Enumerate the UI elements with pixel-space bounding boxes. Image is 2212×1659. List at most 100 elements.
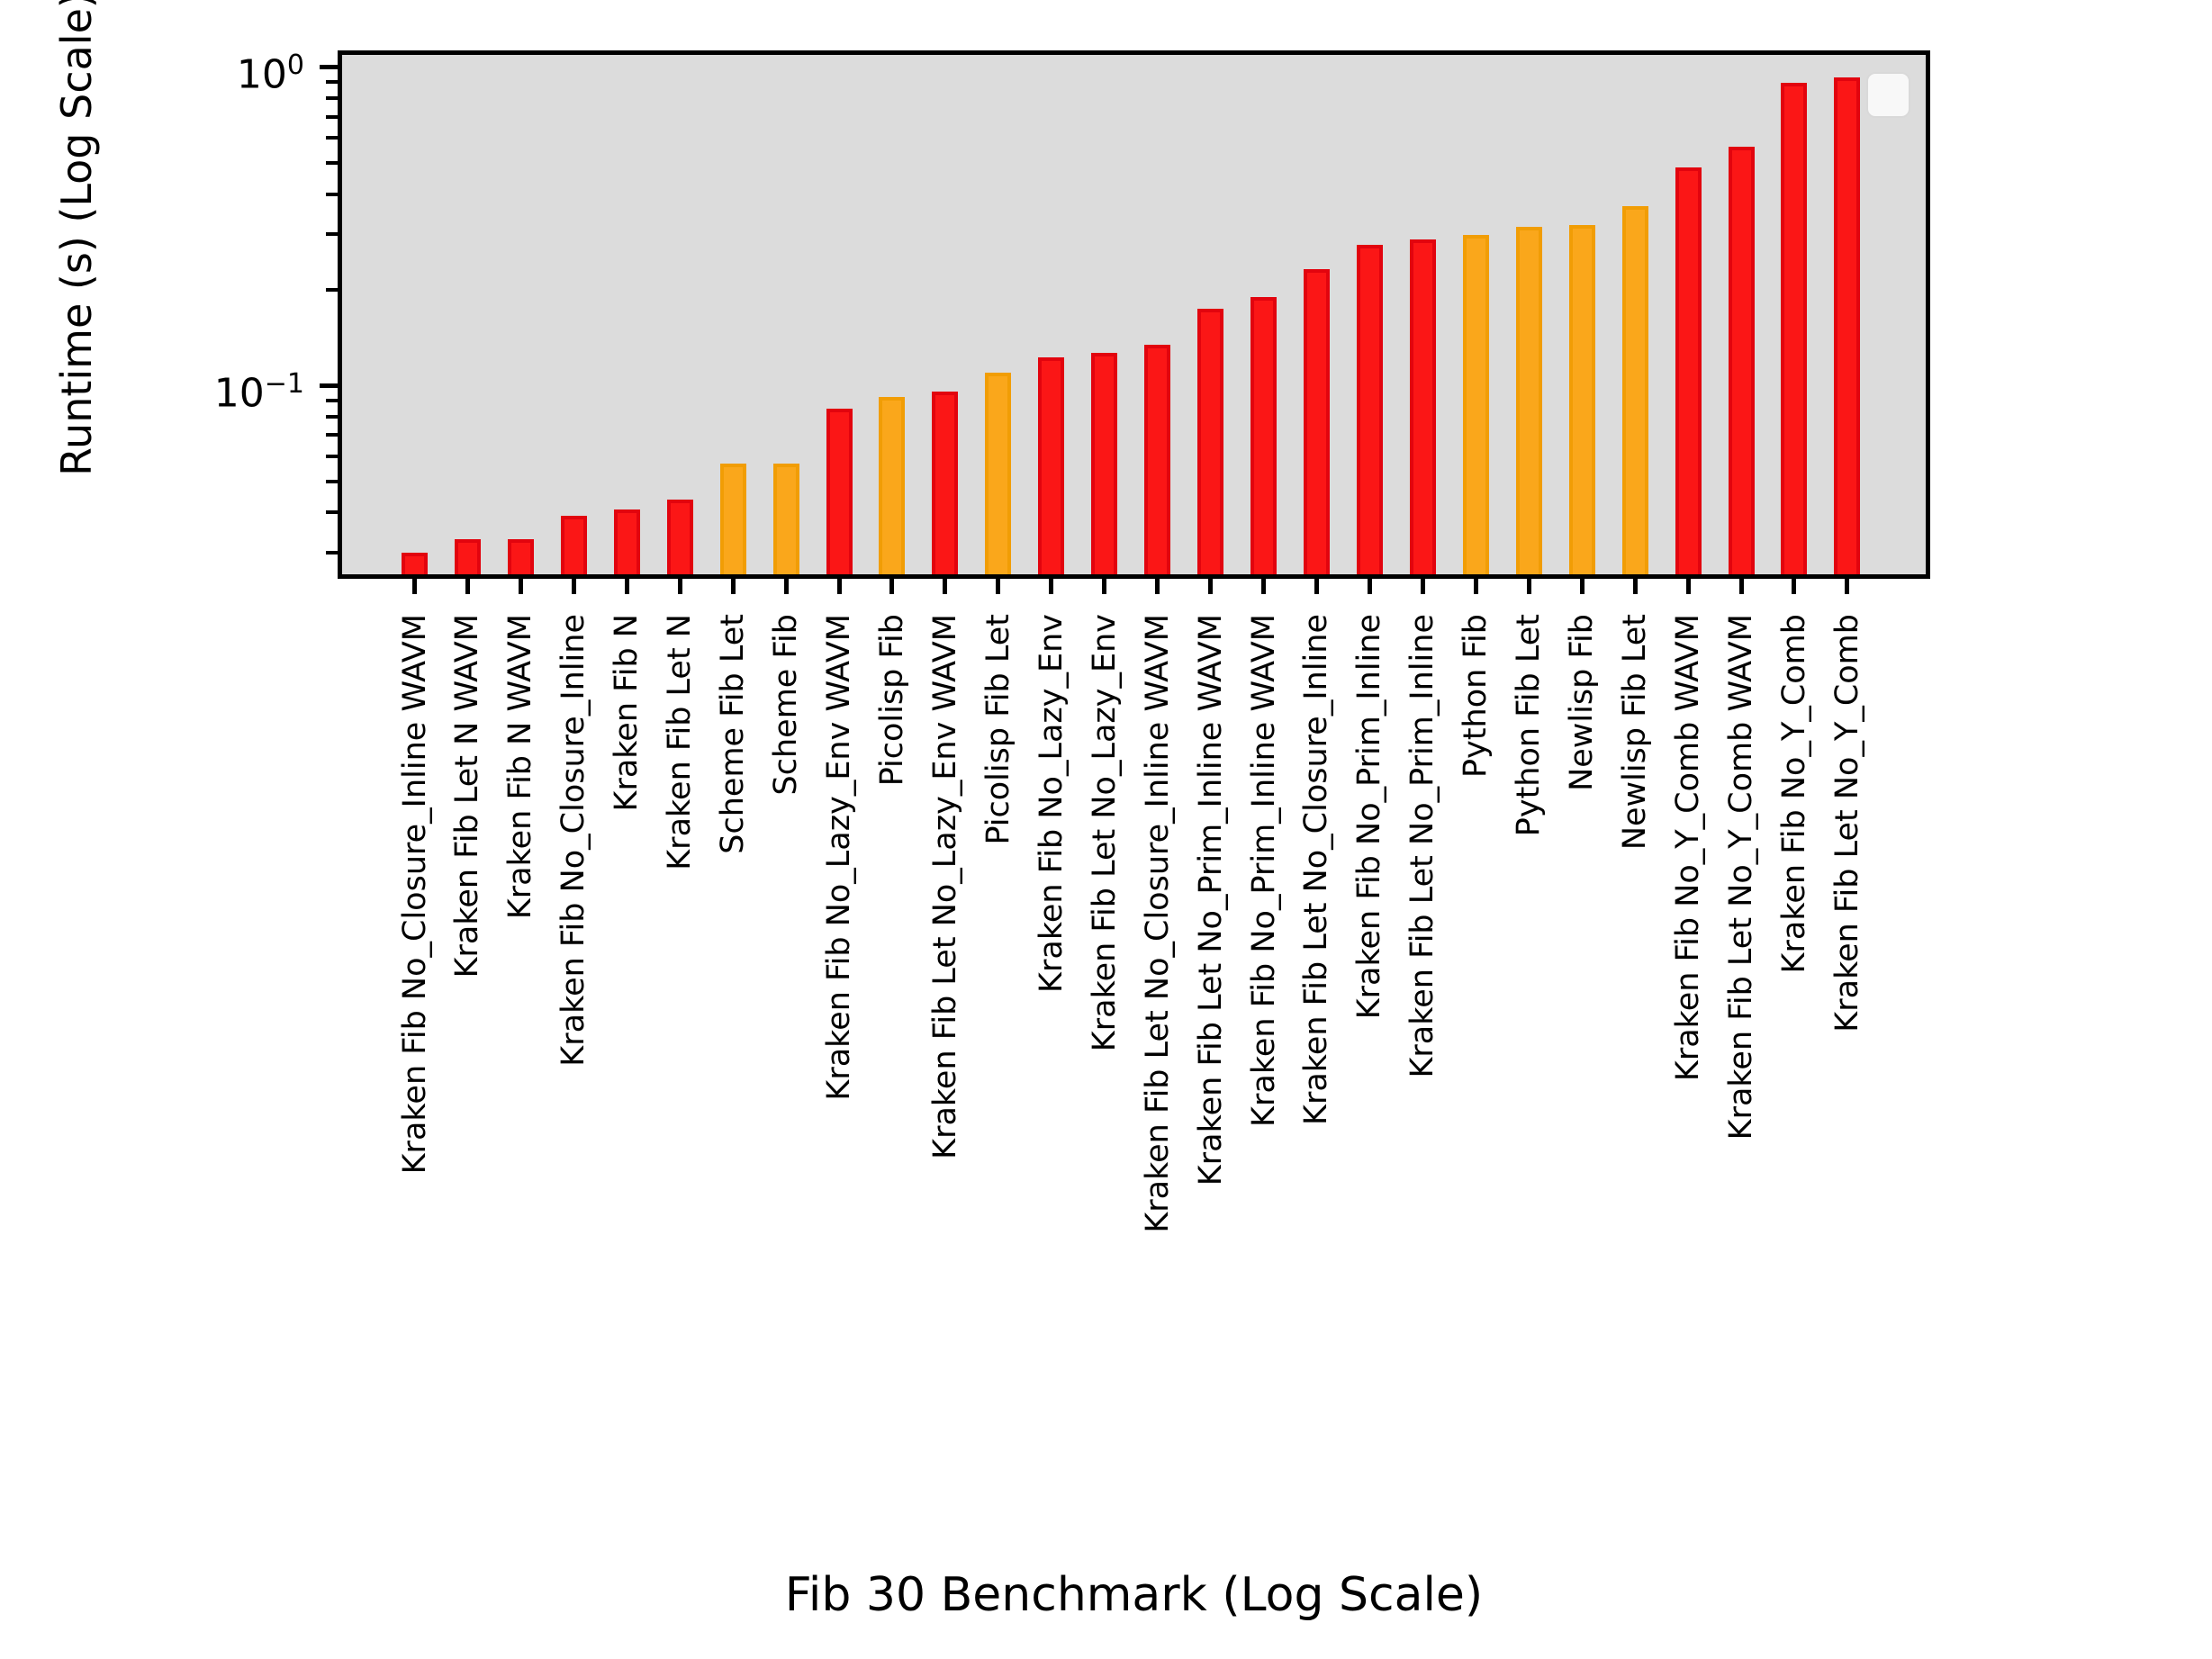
y-minor-tick-3 (326, 114, 338, 119)
x-tick-label-22: Python Fib Let (1511, 614, 1548, 837)
x-tick-20 (1420, 579, 1425, 594)
y-minor-tick-6 (326, 192, 338, 196)
y-minor-tick-8 (326, 288, 338, 293)
x-tick-10 (889, 579, 895, 594)
x-tick-label-21: Python Fib (1458, 614, 1494, 778)
bar-18 (1303, 269, 1330, 574)
y-minor-tick-7 (326, 231, 338, 236)
y-minor-tick-11 (326, 433, 338, 437)
bar-20 (1409, 239, 1436, 574)
x-tick-2 (465, 579, 470, 594)
x-tick-label-14: Kraken Fib Let No_Lazy_Env (1086, 614, 1123, 1052)
x-tick-label-15: Kraken Fib Let No_Closure_Inline WAVM (1139, 614, 1176, 1233)
x-tick-24 (1632, 579, 1638, 594)
bar-23 (1568, 225, 1595, 574)
y-minor-tick-14 (326, 510, 338, 515)
x-tick-28 (1845, 579, 1850, 594)
x-tick-label-10: Picolisp Fib (873, 614, 910, 787)
x-tick-label-12: Picolisp Fib Let (980, 614, 1016, 845)
x-tick-12 (996, 579, 1001, 594)
y-minor-tick-10 (326, 414, 338, 419)
x-tick-label-20: Kraken Fib Let No_Prim_Inline (1404, 614, 1441, 1078)
bar-24 (1621, 206, 1648, 574)
x-tick-17 (1261, 579, 1267, 594)
x-tick-26 (1738, 579, 1744, 594)
bar-9 (826, 409, 853, 574)
bar-27 (1781, 83, 1808, 574)
x-tick-16 (1208, 579, 1214, 594)
x-tick-22 (1526, 579, 1531, 594)
bar-12 (985, 373, 1012, 574)
bar-17 (1250, 297, 1278, 574)
x-tick-7 (730, 579, 736, 594)
x-tick-6 (677, 579, 682, 594)
legend-box (1866, 72, 1910, 118)
y-minor-tick-4 (326, 136, 338, 140)
bar-26 (1728, 147, 1755, 574)
bar-28 (1834, 77, 1861, 574)
bar-10 (879, 397, 906, 574)
x-tick-3 (518, 579, 523, 594)
x-tick-label-11: Kraken Fib Let No_Lazy_Env WAVM (926, 614, 963, 1159)
bar-13 (1038, 357, 1065, 574)
x-tick-label-28: Kraken Fib Let No_Y_Comb (1828, 614, 1865, 1032)
x-tick-23 (1579, 579, 1585, 594)
bar-8 (772, 464, 799, 574)
bar-22 (1515, 227, 1542, 574)
x-tick-8 (783, 579, 789, 594)
x-tick-5 (624, 579, 629, 594)
x-tick-13 (1049, 579, 1054, 594)
x-tick-label-4: Kraken Fib No_Closure_Inline (555, 614, 592, 1067)
x-tick-11 (943, 579, 948, 594)
x-tick-label-6: Kraken Fib Let N (662, 614, 699, 870)
x-tick-label-17: Kraken Fib No_Prim_Inline WAVM (1245, 614, 1282, 1127)
x-tick-14 (1102, 579, 1107, 594)
bar-5 (613, 509, 640, 574)
x-tick-label-26: Kraken Fib Let No_Y_Comb WAVM (1723, 614, 1759, 1141)
x-tick-label-25: Kraken Fib No_Y_Comb WAVM (1670, 614, 1707, 1082)
x-tick-25 (1685, 579, 1691, 594)
y-minor-tick-13 (326, 480, 338, 484)
bar-3 (507, 539, 534, 574)
bar-2 (454, 539, 481, 574)
x-tick-label-18: Kraken Fib Let No_Closure_Inline (1298, 614, 1335, 1125)
x-tick-label-3: Kraken Fib N WAVM (502, 614, 539, 920)
x-tick-label-13: Kraken Fib No_Lazy_Env (1033, 614, 1070, 993)
x-tick-label-2: Kraken Fib Let N WAVM (449, 614, 486, 978)
x-tick-label-8: Scheme Fib (768, 614, 805, 796)
x-tick-9 (836, 579, 842, 594)
x-tick-27 (1792, 579, 1797, 594)
x-tick-label-16: Kraken Fib Let No_Prim_Inline WAVM (1192, 614, 1229, 1186)
x-tick-4 (571, 579, 576, 594)
y-minor-tick-1 (326, 79, 338, 84)
x-tick-label-23: Newlisp Fib (1564, 614, 1601, 791)
y-minor-tick-2 (326, 96, 338, 101)
bar-21 (1462, 235, 1489, 574)
x-tick-1 (412, 579, 417, 594)
y-minor-tick-5 (326, 161, 338, 166)
x-tick-label-7: Scheme Fib Let (715, 614, 752, 854)
plot-area (338, 50, 1930, 579)
y-minor-tick-12 (326, 455, 338, 459)
x-tick-label-19: Kraken Fib No_Prim_Inline (1351, 614, 1388, 1020)
bar-25 (1675, 167, 1702, 574)
bar-19 (1356, 245, 1383, 574)
x-axis-title: Fib 30 Benchmark (Log Scale) (784, 1568, 1484, 1622)
y-major-tick-1 (320, 65, 338, 70)
x-tick-15 (1155, 579, 1160, 594)
bar-6 (666, 500, 693, 574)
x-tick-18 (1314, 579, 1319, 594)
y-minor-tick-9 (326, 398, 338, 402)
x-tick-21 (1473, 579, 1478, 594)
x-tick-label-5: Kraken Fib N (609, 614, 646, 812)
bar-7 (719, 464, 746, 574)
y-major-tick-2 (320, 383, 338, 389)
x-tick-label-9: Kraken Fib No_Lazy_Env WAVM (821, 614, 858, 1101)
bar-16 (1197, 309, 1224, 574)
bar-1 (402, 553, 428, 574)
y-tick-label-2: 10−1 (213, 367, 304, 417)
x-tick-label-24: Newlisp Fib Let (1617, 614, 1654, 851)
y-minor-tick-15 (326, 550, 338, 555)
x-tick-label-27: Kraken Fib No_Y_Comb (1775, 614, 1812, 974)
